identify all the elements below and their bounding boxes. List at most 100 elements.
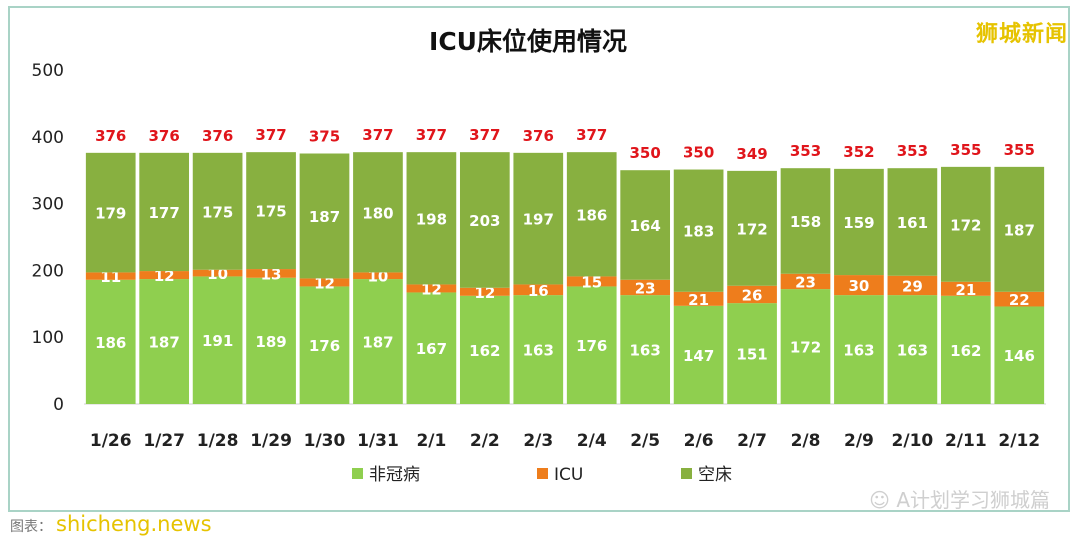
bar-value-label: 189 [255, 333, 286, 351]
bar-value-label: 203 [469, 212, 500, 230]
bar-value-label: 161 [897, 214, 928, 232]
bar-value-label: 16 [528, 282, 549, 300]
bar-segment-icu [834, 275, 884, 296]
bar-total-label: 352 [843, 143, 874, 161]
wechat-icon: ☺ [869, 488, 890, 512]
bar-segment-empty [139, 152, 190, 272]
bar-value-label: 177 [149, 204, 180, 222]
bar-segment-non-covid [85, 279, 136, 404]
bar-total-label: 353 [897, 142, 928, 160]
brand-logo-text: 狮城新闻 [975, 22, 1068, 47]
bar-value-label: 167 [416, 340, 447, 358]
x-tick-label: 2/2 [470, 431, 500, 451]
x-tick-label: 2/8 [791, 431, 821, 451]
x-axis: 1/26 1/27 1/28 1/29 1/30 1/31 2/1 2/2 2/3 2/4 2/5 2… [90, 431, 1040, 451]
bar-segment-empty [620, 170, 671, 280]
y-tick-label: 200 [32, 261, 64, 281]
bar-value-label: 164 [630, 217, 661, 235]
bar-value-label: 163 [523, 342, 554, 360]
bar-value-label: 172 [736, 220, 767, 238]
bar-value-label: 151 [736, 346, 767, 364]
bar-segment-non-covid [940, 295, 991, 404]
bar-total-label: 375 [309, 128, 340, 146]
bar-total-label: 350 [630, 144, 661, 162]
bar-segment-icu [246, 269, 296, 278]
bar-value-label: 179 [95, 205, 126, 223]
bar-value-label: 176 [309, 337, 340, 355]
bar-value-label: 186 [576, 206, 607, 224]
x-tick-label: 1/30 [304, 431, 346, 451]
bar-value-label: 172 [790, 339, 821, 357]
bar-segment-icu [780, 273, 831, 290]
bar-segment-icu [459, 287, 510, 296]
footer-source-label: 图表： [10, 519, 52, 535]
bar-value-label: 187 [362, 334, 393, 352]
bar-segment-icu [727, 285, 777, 304]
y-tick-label: 500 [32, 61, 64, 81]
bar-segment-non-covid [673, 305, 724, 404]
bar-segment-icu [353, 272, 403, 280]
x-tick-label: 2/6 [684, 431, 714, 451]
x-tick-label: 2/9 [844, 431, 874, 451]
bar-segment-empty [192, 152, 243, 270]
bar-segment-empty [406, 152, 457, 285]
bar-segment-non-covid [513, 295, 564, 404]
bar-segment-non-covid [299, 286, 350, 404]
y-tick-label: 300 [32, 195, 64, 215]
bar-value-label: 23 [795, 273, 816, 291]
bar-segment-non-covid [887, 295, 938, 404]
x-tick-label: 1/27 [143, 431, 185, 451]
y-axis: 0 100 200 300 400 500 [32, 61, 1046, 415]
bar-value-label: 198 [416, 210, 447, 228]
bar-value-label: 187 [309, 208, 340, 226]
y-tick-label: 0 [53, 395, 64, 415]
bar-total-label: 350 [683, 144, 714, 162]
bar-value-label: 12 [314, 274, 335, 292]
bar-value-label: 180 [362, 204, 393, 222]
bar-segment-empty [940, 166, 991, 282]
bar-value-label: 163 [630, 342, 661, 360]
bar-total-label: 377 [362, 126, 393, 144]
bar-segment-empty [673, 169, 724, 292]
bar-segment-non-covid [994, 306, 1045, 404]
bar-segment-icu [513, 284, 564, 296]
bar-segment-empty [727, 170, 777, 286]
x-tick-label: 2/5 [630, 431, 660, 451]
bar-segment-empty [85, 152, 136, 273]
bar-value-label: 191 [202, 332, 233, 350]
bar-total-label: 376 [95, 127, 126, 145]
bar-segment-icu [299, 278, 350, 287]
bar-segment-non-covid [406, 292, 457, 404]
wechat-watermark: ☺ A计划学习狮城篇 [869, 484, 1050, 513]
wechat-watermark-text: A计划学习狮城篇 [896, 488, 1050, 512]
bar-total-label: 353 [790, 142, 821, 160]
bar-value-label: 163 [843, 342, 874, 360]
footer-source: 图表： shicheng.news [10, 512, 212, 536]
legend-swatch [681, 468, 692, 479]
bar-value-label: 175 [255, 203, 286, 221]
x-tick-label: 2/11 [945, 431, 987, 451]
bar-value-label: 13 [261, 265, 282, 283]
bar-value-label: 186 [95, 334, 126, 352]
chart-title: ICU床位使用情况 [429, 27, 627, 56]
bar-segment-non-covid [727, 303, 777, 404]
bar-total-label: 377 [255, 126, 286, 144]
bar-value-label: 11 [100, 268, 121, 286]
bar-total-label: 376 [202, 127, 233, 145]
bar-segment-empty [834, 168, 884, 276]
bar-segment-empty [299, 153, 350, 279]
footer-site: shicheng.news [56, 512, 212, 536]
bar-value-label: 23 [635, 279, 656, 297]
bar-value-label: 162 [469, 342, 500, 360]
bar-value-label: 15 [581, 273, 602, 291]
bar-segment-icu [566, 276, 617, 287]
bar-segment-empty [246, 152, 296, 270]
legend-label: 非冠病 [369, 465, 420, 485]
x-tick-label: 1/26 [90, 431, 132, 451]
x-tick-label: 2/10 [892, 431, 934, 451]
bar-value-label: 12 [154, 267, 175, 285]
bar-segment-non-covid [834, 295, 884, 404]
bar-total-label: 355 [950, 141, 981, 159]
y-tick-label: 400 [32, 128, 64, 148]
